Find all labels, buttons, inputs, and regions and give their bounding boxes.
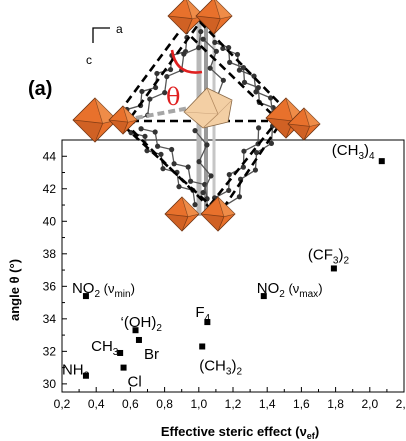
x-tick-label: 0,8 bbox=[156, 397, 173, 411]
x-tick-label: 1,6 bbox=[293, 397, 310, 411]
data-point-marker bbox=[120, 364, 127, 371]
data-point-marker bbox=[117, 349, 124, 356]
y-tick-label: 36 bbox=[43, 279, 57, 293]
crystal-structure-inset: c a θ bbox=[72, 0, 321, 232]
data-point-label: (CH3)4 bbox=[332, 142, 375, 162]
octahedron bbox=[167, 0, 205, 35]
octahedron bbox=[200, 196, 236, 232]
axis-a-label: a bbox=[116, 22, 123, 36]
x-tick-label: 2,0 bbox=[361, 397, 378, 411]
metal-distance-line bbox=[124, 104, 201, 122]
data-point-marker bbox=[82, 372, 89, 379]
y-axis-label: angle θ (°) bbox=[7, 259, 22, 321]
x-tick-label: 1,4 bbox=[259, 397, 276, 411]
data-point-marker bbox=[132, 327, 139, 334]
y-tick-label: 30 bbox=[43, 377, 57, 391]
data-point-marker bbox=[82, 293, 89, 300]
theta-angle-arc bbox=[170, 49, 203, 74]
x-tick-label: 0,6 bbox=[122, 397, 139, 411]
x-tick-label: 1,2 bbox=[225, 397, 242, 411]
data-point-label: (CH3)2 bbox=[199, 357, 242, 377]
data-point-marker bbox=[135, 336, 142, 343]
x-tick-label: 1,8 bbox=[327, 397, 344, 411]
panel-label: (a) bbox=[28, 78, 52, 100]
data-point-marker bbox=[378, 158, 385, 165]
octahedron bbox=[195, 0, 233, 35]
data-point-label: Cl bbox=[128, 374, 142, 391]
x-tick-label: 0,2 bbox=[54, 397, 71, 411]
octahedron bbox=[164, 196, 200, 232]
y-tick-label: 34 bbox=[43, 312, 57, 326]
data-point-label: CH3 bbox=[91, 338, 119, 358]
octahedron bbox=[108, 105, 138, 135]
central-polyhedron bbox=[183, 87, 233, 129]
y-tick-label: 42 bbox=[43, 182, 57, 196]
y-tick-label: 38 bbox=[43, 247, 57, 261]
theta-label: θ bbox=[166, 83, 180, 111]
axis-c-label: c bbox=[86, 53, 92, 67]
x-axis-label: Effective steric effect (νef) bbox=[161, 424, 319, 441]
data-point-marker bbox=[199, 343, 206, 350]
data-points bbox=[82, 158, 385, 379]
octahedron bbox=[72, 97, 118, 143]
y-axis-ticks: 30 32 34 36 38 40 42 44 bbox=[43, 139, 67, 391]
data-point-label: (CF3)2 bbox=[308, 246, 350, 266]
data-point-marker bbox=[204, 319, 211, 326]
x-tick-label: 1,0 bbox=[190, 397, 207, 411]
y-tick-label: 44 bbox=[43, 149, 57, 163]
y-tick-label: 32 bbox=[43, 344, 57, 358]
data-point-label: ‘(OH)2 bbox=[121, 314, 163, 334]
data-point-marker bbox=[260, 293, 267, 300]
data-point-label: NO2 (νmin) bbox=[72, 280, 135, 300]
octahedra bbox=[72, 0, 321, 232]
axis-corner-marker bbox=[92, 27, 110, 43]
data-point-label: NH2 bbox=[62, 362, 90, 382]
data-point-label: Br bbox=[144, 346, 159, 363]
x-tick-label: 2,2 bbox=[396, 397, 406, 411]
x-tick-label: 0,4 bbox=[88, 397, 105, 411]
x-axis-ticks: 0,2 0,4 0,6 0,8 1,0 1,2 1,4 1,6 1,8 2,0 2,2 bbox=[54, 387, 406, 411]
data-point-marker bbox=[330, 265, 337, 272]
y-tick-label: 40 bbox=[43, 214, 57, 228]
data-point-label: NO2 (νmax) bbox=[257, 280, 323, 300]
data-point-label: F4 bbox=[195, 304, 210, 324]
octahedron bbox=[287, 107, 321, 141]
